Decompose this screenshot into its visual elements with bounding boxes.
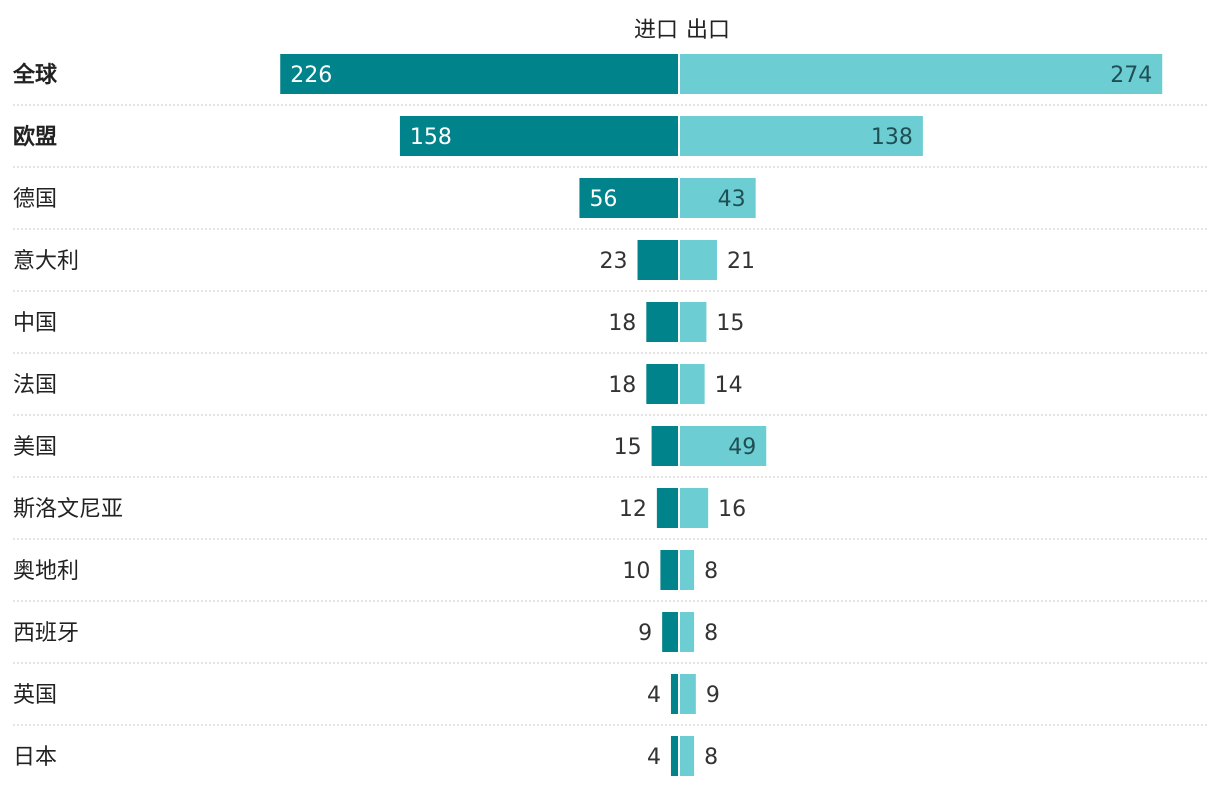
export-value-label: 16 (718, 497, 746, 522)
import-header: 进口 (634, 18, 678, 43)
category-label: 德国 (13, 187, 57, 212)
import-bar (660, 550, 678, 590)
import-value-label: 23 (600, 249, 628, 274)
category-label: 意大利 (13, 249, 79, 274)
export-bar (680, 302, 707, 342)
export-bar (680, 116, 923, 156)
import-value-label: 56 (589, 187, 617, 212)
export-value-label: 21 (727, 249, 755, 274)
import-value-label: 158 (410, 125, 452, 150)
import-value-label: 18 (608, 373, 636, 398)
export-value-label: 8 (704, 745, 718, 770)
category-label: 欧盟 (13, 124, 57, 150)
import-bar (670, 736, 678, 776)
import-value-label: 15 (614, 435, 642, 460)
export-bar (680, 736, 695, 776)
export-bar (680, 240, 717, 280)
export-header: 出口 (686, 18, 730, 43)
export-bar (680, 54, 1163, 94)
export-bar (680, 488, 709, 528)
export-value-label: 8 (704, 559, 718, 584)
import-value-label: 226 (290, 63, 332, 88)
category-label: 美国 (13, 435, 57, 460)
import-bar (656, 488, 678, 528)
import-value-label: 10 (622, 559, 650, 584)
export-value-label: 138 (871, 125, 913, 150)
export-value-label: 274 (1110, 63, 1152, 88)
category-label: 奥地利 (13, 559, 79, 584)
export-bar (680, 178, 756, 218)
export-bar (680, 364, 705, 404)
import-bar (646, 302, 678, 342)
category-label: 法国 (13, 373, 57, 398)
category-label: 全球 (12, 62, 58, 88)
import-bar (670, 674, 678, 714)
import-bar (637, 240, 678, 280)
import-bar (399, 116, 678, 156)
export-bar (680, 674, 696, 714)
export-bar (680, 426, 767, 466)
export-value-label: 15 (716, 311, 744, 336)
export-value-label: 9 (706, 683, 720, 708)
category-label: 英国 (13, 683, 57, 708)
import-bar (646, 364, 678, 404)
export-value-label: 8 (704, 621, 718, 646)
category-label: 日本 (13, 745, 57, 770)
import-value-label: 18 (608, 311, 636, 336)
export-bar (680, 550, 695, 590)
import-bar (579, 178, 678, 218)
category-label: 西班牙 (13, 621, 79, 646)
export-value-label: 43 (718, 187, 746, 212)
export-value-label: 49 (728, 435, 756, 460)
import-value-label: 4 (647, 683, 661, 708)
import-bar (651, 426, 678, 466)
category-label: 中国 (13, 311, 57, 336)
import-value-label: 9 (638, 621, 652, 646)
import-value-label: 4 (647, 745, 661, 770)
import-bar (662, 612, 678, 652)
import-value-label: 12 (619, 497, 647, 522)
import-bar (280, 54, 678, 94)
export-value-label: 14 (715, 373, 743, 398)
export-bar (680, 612, 695, 652)
category-label: 斯洛文尼亚 (13, 497, 123, 522)
